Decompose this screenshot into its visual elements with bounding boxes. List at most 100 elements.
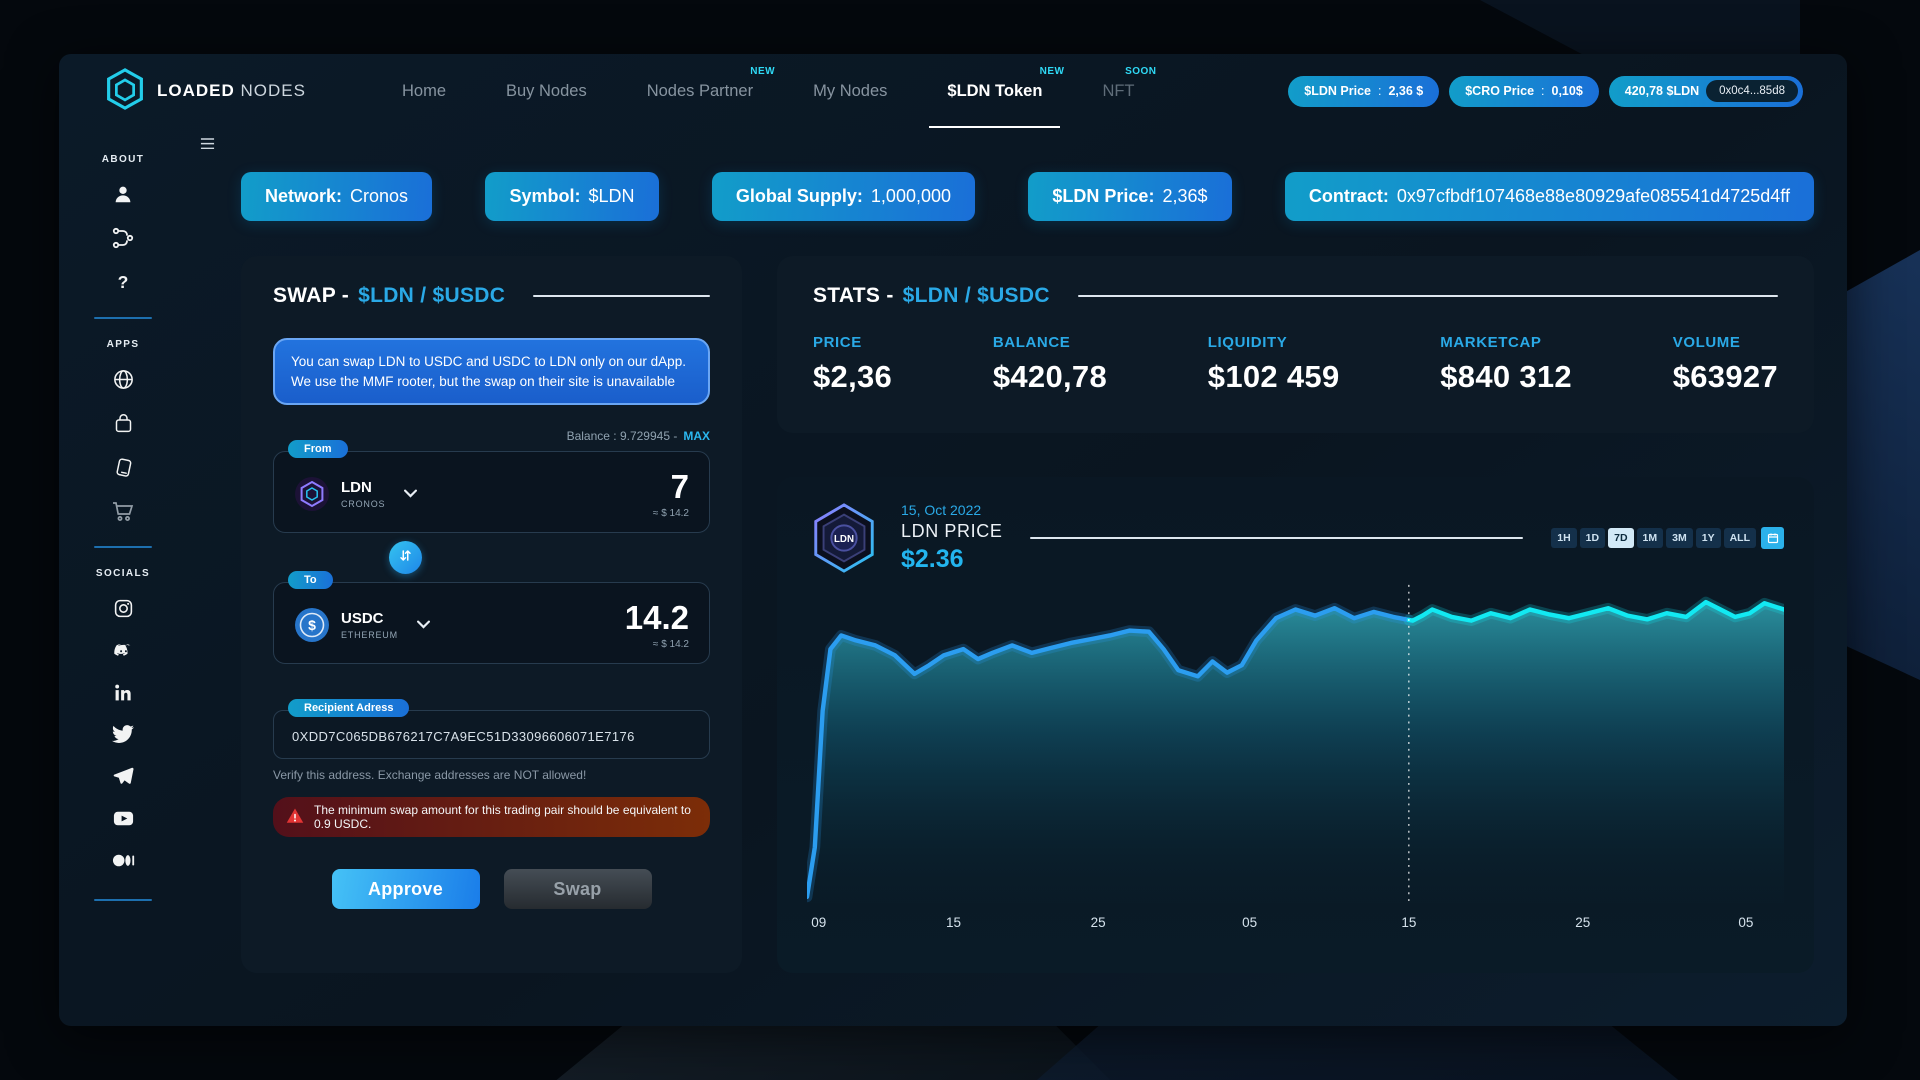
- token-info-row: Network: Cronos Symbol: $LDN Global Supply…: [241, 172, 1814, 221]
- youtube-icon[interactable]: [110, 805, 136, 831]
- user-icon[interactable]: [110, 181, 136, 207]
- nav-nft[interactable]: NFT SOON: [1102, 66, 1157, 100]
- symbol-pill[interactable]: Symbol: $LDN: [485, 172, 659, 221]
- range-button-7d[interactable]: 7D: [1608, 528, 1634, 548]
- card-icon[interactable]: [110, 454, 136, 480]
- nav-nodes-partner[interactable]: Nodes Partner NEW: [646, 66, 776, 100]
- x-tick: 25: [1090, 915, 1106, 930]
- recipient-address-input[interactable]: [292, 729, 691, 745]
- nav-home[interactable]: Home: [401, 81, 446, 100]
- help-icon[interactable]: ?: [110, 269, 136, 295]
- verify-note: Verify this address. Exchange addresses …: [273, 768, 587, 783]
- chart-area-fill: [807, 602, 1784, 903]
- to-token-selector[interactable]: $ USDC ETHEREUM: [294, 607, 430, 643]
- x-tick: 05: [1738, 915, 1754, 930]
- header-rule: [1030, 537, 1524, 539]
- x-tick: 15: [946, 915, 962, 930]
- x-tick: 25: [1575, 915, 1591, 930]
- global-supply-pill[interactable]: Global Supply: 1,000,000: [711, 172, 975, 221]
- wallet-address[interactable]: 0x0c4...85d8: [1706, 80, 1798, 102]
- from-tag: From: [288, 440, 348, 459]
- from-token-box: From LDN CRONOS: [273, 440, 710, 534]
- nav-buy-nodes[interactable]: Buy Nodes: [506, 81, 587, 100]
- wallet-pill[interactable]: 420,78 $LDN 0x0c4...85d8: [1608, 75, 1803, 107]
- new-badge: NEW: [750, 66, 776, 77]
- range-button-1m[interactable]: 1M: [1636, 528, 1664, 548]
- recipient-box: Recipient Adress: [273, 699, 710, 760]
- price-chart-card: LDN 15, Oct 2022 LDN PRICE $2.36 1H 1D: [777, 477, 1814, 973]
- swap-direction-button[interactable]: [389, 541, 422, 575]
- sidebar-section-socials: SOCIALS: [95, 568, 151, 579]
- max-button[interactable]: MAX: [683, 429, 710, 444]
- new-badge: NEW: [1039, 66, 1065, 77]
- brand-logo: LOADED NODES: [105, 67, 306, 116]
- chart-line-cyan: [1406, 599, 1784, 623]
- from-amount-input[interactable]: [529, 468, 689, 507]
- chart-date: 15, Oct 2022: [901, 502, 982, 518]
- calendar-button[interactable]: [1761, 527, 1784, 549]
- hexagon-logo-icon: [105, 67, 145, 116]
- swap-arrows-icon: [398, 548, 413, 568]
- chart-line-blue: [807, 606, 1412, 900]
- discord-icon[interactable]: [110, 637, 136, 663]
- nodes-icon[interactable]: [110, 225, 136, 251]
- swap-button[interactable]: Swap: [503, 869, 652, 910]
- contract-pill[interactable]: Contract: 0x97cfbdf107468e88e80929afe0855…: [1284, 172, 1814, 221]
- ldn-price-pill[interactable]: $LDN Price : 2,36 $: [1288, 75, 1440, 107]
- brand-name: LOADED NODES: [157, 81, 306, 100]
- medium-icon[interactable]: [110, 847, 136, 873]
- main-content: Network: Cronos Symbol: $LDN Global Supply…: [187, 128, 1847, 1026]
- chart-price: $2.36: [901, 545, 964, 573]
- globe-icon[interactable]: [110, 366, 136, 392]
- stat-volume: VOLUME $63927: [1672, 334, 1778, 394]
- to-amount-input[interactable]: [529, 599, 689, 638]
- sidebar: ABOUT ? APPS: [59, 128, 187, 1026]
- twitter-icon[interactable]: [110, 721, 136, 747]
- chevron-down-icon: [416, 620, 430, 629]
- nav-ldn-token[interactable]: $LDN Token NEW: [929, 54, 1064, 128]
- range-button-1d[interactable]: 1D: [1579, 528, 1606, 548]
- to-approx-value: ≈ $ 14.2: [652, 639, 689, 651]
- nav-my-nodes[interactable]: My Nodes: [813, 81, 888, 100]
- stat-balance: BALANCE $420,78: [992, 334, 1108, 394]
- to-tag: To: [288, 571, 333, 590]
- ldn-token-icon: [294, 476, 330, 512]
- topbar: LOADED NODES Home Buy Nodes Nodes Partne…: [59, 54, 1847, 128]
- balance-row: Balance : 9.729945 - MAX: [566, 429, 710, 444]
- to-token-box: To $ USDC ETHEREUM: [273, 571, 710, 665]
- range-button-1h[interactable]: 1H: [1551, 528, 1577, 548]
- range-button-1y[interactable]: 1Y: [1695, 528, 1721, 548]
- x-tick: 15: [1401, 915, 1417, 930]
- stat-liquidity: LIQUIDITY $102 459: [1207, 334, 1340, 394]
- range-button-all[interactable]: ALL: [1723, 528, 1756, 548]
- sidebar-divider: [94, 317, 152, 319]
- cro-price-pill[interactable]: $CRO Price : 0,10$: [1449, 75, 1599, 107]
- range-selector: 1H 1D 7D 1M 3M 1Y ALL: [1551, 527, 1784, 549]
- sidebar-divider: [94, 899, 152, 901]
- approve-button[interactable]: Approve: [331, 869, 480, 910]
- price-chart[interactable]: [807, 581, 1784, 903]
- network-pill[interactable]: Network: Cronos: [241, 172, 433, 221]
- app-window: LOADED NODES Home Buy Nodes Nodes Partne…: [59, 54, 1847, 1026]
- warning-icon: [286, 807, 304, 828]
- instagram-icon[interactable]: [110, 595, 136, 621]
- telegram-icon[interactable]: [110, 763, 136, 789]
- from-token-network: CRONOS: [341, 498, 386, 509]
- from-token-selector[interactable]: LDN CRONOS: [294, 476, 418, 512]
- to-token-name: USDC: [341, 609, 384, 627]
- menu-icon[interactable]: [196, 132, 219, 158]
- chart-title-block: 15, Oct 2022 LDN PRICE $2.36: [901, 502, 1002, 574]
- from-approx-value: ≈ $ 14.2: [652, 508, 689, 520]
- cart-icon[interactable]: [110, 498, 136, 524]
- chart-plot-area[interactable]: 09 15 25 05 15 25 05: [807, 581, 1784, 941]
- range-button-3m[interactable]: 3M: [1666, 528, 1693, 548]
- linkedin-icon[interactable]: [110, 679, 136, 705]
- to-token-network: ETHEREUM: [341, 629, 398, 640]
- topbar-pills: $LDN Price : 2,36 $ $CRO Price : 0,10$ 4…: [1288, 75, 1803, 107]
- ldn-logo-icon: LDN: [807, 501, 881, 575]
- stat-price: PRICE $2,36: [813, 334, 893, 394]
- ldn-price-info-pill[interactable]: $LDN Price: 2,36$: [1028, 172, 1232, 221]
- x-axis-labels: 09 15 25 05 15 25 05: [807, 915, 1784, 933]
- min-swap-warning: The minimum swap amount for this trading…: [273, 797, 710, 838]
- shop-bag-icon[interactable]: [110, 410, 136, 436]
